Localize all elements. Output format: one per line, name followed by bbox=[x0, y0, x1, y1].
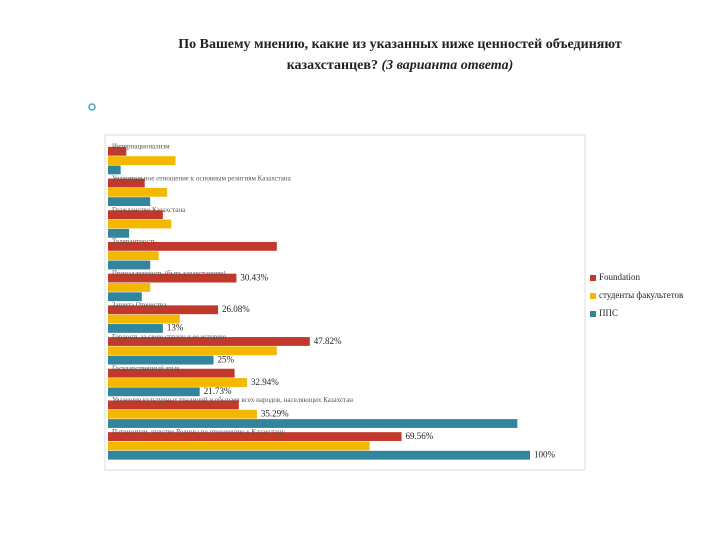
category-label: Гордость за свою страну и ее историю bbox=[112, 333, 226, 341]
bar bbox=[108, 314, 180, 324]
data-label: 100% bbox=[534, 450, 556, 460]
bar bbox=[108, 324, 163, 333]
plot-frame bbox=[104, 134, 586, 471]
data-label: 13% bbox=[167, 323, 184, 333]
bar bbox=[108, 378, 248, 387]
data-label: 25% bbox=[218, 354, 235, 364]
bar bbox=[108, 282, 151, 292]
bar bbox=[108, 178, 145, 188]
data-label: 21.73% bbox=[204, 386, 232, 396]
category-label: Патриотизм, чувство Родины по отношению … bbox=[112, 428, 285, 436]
bar bbox=[108, 346, 277, 356]
legend-swatch bbox=[590, 293, 596, 299]
bar bbox=[108, 156, 176, 166]
bar bbox=[108, 187, 168, 197]
bar bbox=[108, 251, 159, 261]
data-label: 32.94% bbox=[251, 377, 279, 387]
bar bbox=[108, 292, 142, 302]
bar bbox=[108, 337, 310, 346]
chart-title: По Вашему мнению, какие из указанных ниж… bbox=[140, 34, 660, 76]
data-label: 69.56% bbox=[406, 431, 434, 441]
bar bbox=[108, 387, 200, 397]
bar bbox=[108, 146, 127, 156]
bar bbox=[108, 210, 163, 220]
bar bbox=[108, 260, 151, 270]
legend-label: ППС bbox=[599, 308, 618, 318]
category-label: Интернационализм bbox=[112, 143, 170, 151]
legend-label: студенты факультетов bbox=[599, 290, 683, 300]
title-text: По Вашему мнению, какие из указанных ниж… bbox=[178, 37, 622, 73]
data-label: 47.82% bbox=[314, 336, 342, 346]
category-label: Уважительное отношение к основным религи… bbox=[112, 174, 292, 182]
subtitle: (3 варианта ответа) bbox=[381, 58, 514, 73]
bar bbox=[108, 450, 530, 460]
data-label: 35.29% bbox=[261, 409, 289, 419]
bar bbox=[108, 273, 237, 283]
legend-swatch bbox=[590, 311, 596, 317]
bar bbox=[108, 355, 214, 365]
bar bbox=[108, 409, 257, 419]
bar bbox=[108, 219, 172, 229]
bar bbox=[108, 419, 518, 428]
data-label: 26.08% bbox=[222, 304, 250, 314]
category-label: Уважение культурных традиций и обычаев в… bbox=[112, 396, 353, 404]
category-label: Государственный язык bbox=[112, 365, 180, 373]
bar bbox=[108, 368, 235, 378]
bar bbox=[108, 441, 370, 451]
legend-label: Foundation bbox=[599, 272, 641, 282]
category-label: Защита Отечества bbox=[112, 301, 167, 309]
data-label: 30.43% bbox=[240, 272, 268, 282]
bar bbox=[108, 241, 277, 251]
bar bbox=[108, 305, 219, 315]
legend-swatch bbox=[590, 275, 596, 281]
category-label: Гражданство Казахстана bbox=[112, 206, 186, 214]
bar bbox=[108, 228, 130, 238]
category-label: Принадлежность (быть казахстанцем) bbox=[112, 269, 226, 277]
bar bbox=[108, 165, 121, 175]
bar bbox=[108, 400, 239, 410]
bar bbox=[108, 197, 151, 207]
bar bbox=[108, 432, 402, 441]
decor bbox=[88, 103, 96, 111]
category-label: Толерантность bbox=[112, 238, 156, 246]
